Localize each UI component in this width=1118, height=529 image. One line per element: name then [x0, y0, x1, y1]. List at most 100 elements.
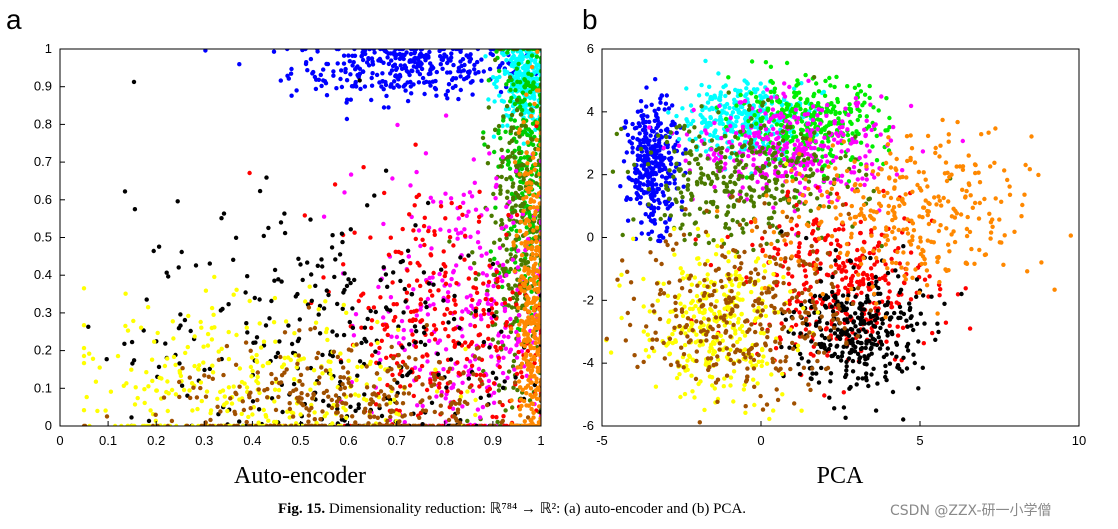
autoencoder-point-series-3 — [470, 250, 475, 255]
pca-point-series-0 — [670, 103, 675, 108]
autoencoder-point-series-5 — [532, 360, 537, 366]
pca-point-series-0 — [652, 108, 657, 114]
autoencoder-point-series-0 — [344, 100, 349, 105]
autoencoder-point-series-9 — [529, 64, 535, 70]
autoencoder-point-series-4 — [491, 283, 496, 289]
autoencoder-point-series-5 — [361, 165, 366, 170]
autoencoder-point-series-7 — [359, 364, 365, 369]
pca-point-series-0 — [645, 114, 650, 119]
autoencoder-point-series-5 — [477, 189, 482, 194]
autoencoder-point-series-1 — [504, 58, 509, 63]
autoencoder-point-series-9 — [531, 151, 536, 156]
pca-point-series-0 — [637, 131, 642, 136]
autoencoder-point-series-0 — [288, 71, 294, 76]
autoencoder-point-series-7 — [341, 302, 346, 308]
autoencoder-point-series-1 — [533, 57, 538, 63]
autoencoder-point-series-7 — [84, 394, 89, 400]
autoencoder-point-series-4 — [515, 265, 521, 270]
pca-point-series-3 — [782, 94, 788, 99]
autoencoder-point-series-4 — [484, 207, 490, 212]
autoencoder-point-series-6 — [179, 383, 185, 388]
autoencoder-point-series-7 — [205, 331, 211, 337]
autoencoder-point-series-3 — [521, 201, 527, 206]
autoencoder-x-tick-label: 0.8 — [436, 433, 454, 448]
pca-point-series-3 — [709, 147, 714, 152]
autoencoder-point-series-7 — [224, 400, 229, 405]
pca-point-series-0 — [650, 144, 655, 149]
pca-point-series-2 — [826, 139, 831, 144]
autoencoder-point-series-6 — [329, 245, 335, 250]
autoencoder-point-series-6 — [421, 270, 427, 275]
autoencoder-point-series-8 — [391, 355, 396, 361]
autoencoder-point-series-6 — [398, 278, 403, 284]
autoencoder-point-series-2 — [525, 59, 531, 65]
pca-point-series-4 — [698, 153, 703, 158]
autoencoder-point-series-2 — [482, 142, 487, 147]
autoencoder-point-series-4 — [439, 390, 444, 395]
autoencoder-point-series-2 — [481, 130, 486, 135]
autoencoder-point-series-8 — [451, 414, 457, 419]
pca-point-series-2 — [850, 131, 855, 136]
pca-point-series-3 — [717, 103, 722, 109]
autoencoder-point-series-9 — [535, 365, 540, 371]
autoencoder-point-series-1 — [494, 85, 499, 90]
autoencoder-point-series-0 — [370, 62, 376, 67]
autoencoder-point-series-4 — [507, 199, 512, 205]
pca-point-series-4 — [797, 199, 802, 205]
pca-point-series-1 — [720, 121, 725, 127]
pca-point-series-2 — [867, 95, 872, 101]
autoencoder-point-series-6 — [356, 405, 361, 411]
pca-point-series-3 — [908, 103, 914, 109]
autoencoder-point-series-9 — [532, 212, 538, 217]
autoencoder-point-series-7 — [146, 384, 151, 389]
autoencoder-point-series-6 — [330, 329, 335, 334]
autoencoder-point-series-4 — [431, 199, 436, 204]
autoencoder-point-series-0 — [331, 69, 336, 74]
pca-point-series-2 — [835, 96, 840, 102]
pca-point-series-2 — [803, 72, 808, 78]
autoencoder-point-series-5 — [407, 212, 412, 217]
autoencoder-point-series-4 — [381, 221, 386, 227]
autoencoder-point-series-3 — [500, 243, 506, 248]
autoencoder-point-series-5 — [393, 314, 398, 320]
pca-point-series-1 — [722, 105, 728, 110]
pca-point-series-3 — [737, 100, 742, 105]
autoencoder-point-series-5 — [453, 302, 458, 307]
autoencoder-point-series-9 — [511, 240, 516, 245]
pca-point-series-0 — [658, 233, 664, 238]
pca-point-series-3 — [754, 141, 760, 146]
autoencoder-point-series-8 — [461, 371, 466, 376]
pca-point-series-0 — [641, 120, 646, 126]
pca-point-series-0 — [621, 159, 627, 164]
autoencoder-point-series-9 — [538, 377, 541, 383]
autoencoder-point-series-2 — [534, 54, 540, 59]
autoencoder-point-series-7 — [263, 414, 269, 419]
pca-point-series-4 — [741, 165, 746, 171]
pca-point-series-3 — [808, 133, 813, 138]
autoencoder-point-series-4 — [500, 155, 505, 160]
autoencoder-point-series-0 — [458, 59, 463, 64]
autoencoder-point-series-7 — [307, 284, 312, 289]
autoencoder-point-series-7 — [322, 414, 327, 419]
autoencoder-point-series-6 — [348, 404, 353, 409]
pca-point-series-4 — [812, 130, 817, 135]
autoencoder-point-series-0 — [403, 88, 408, 93]
autoencoder-point-series-9 — [517, 322, 522, 327]
autoencoder-point-series-0 — [488, 49, 493, 52]
autoencoder-y-tick-label: 0.3 — [34, 305, 52, 320]
pca-point-series-3 — [891, 124, 896, 130]
autoencoder-point-series-4 — [450, 406, 456, 411]
pca-point-series-2 — [823, 78, 828, 84]
autoencoder-point-series-8 — [471, 372, 476, 377]
pca-point-series-3 — [784, 118, 789, 124]
autoencoder-point-series-3 — [538, 212, 541, 217]
pca-point-series-3 — [742, 98, 748, 104]
autoencoder-point-series-0 — [408, 84, 413, 89]
autoencoder-point-series-8 — [492, 423, 497, 426]
pca-point-series-3 — [775, 174, 781, 179]
autoencoder-point-series-0 — [419, 49, 424, 52]
pca-point-series-0 — [639, 187, 644, 193]
autoencoder-point-series-8 — [354, 342, 359, 347]
autoencoder-point-series-7 — [210, 363, 215, 368]
autoencoder-point-series-8 — [218, 423, 223, 426]
